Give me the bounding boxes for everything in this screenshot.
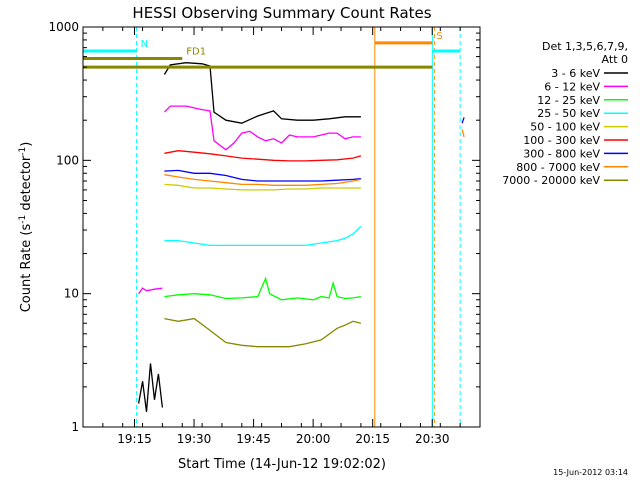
legend-label: 25 - 50 keV [537, 107, 600, 120]
x-tick-label: 20:15 [355, 432, 390, 446]
y-axis-label: Count Rate (s-1 detector-1) [18, 142, 34, 313]
x-tick-label: 19:30 [177, 432, 212, 446]
series-line [137, 363, 164, 412]
x-axis-label: Start Time (14-Jun-12 19:02:02) [178, 457, 386, 472]
series-line [164, 225, 362, 247]
legend-label: 6 - 12 keV [544, 80, 600, 93]
y-tick-label: 1 [71, 420, 79, 434]
series-line [164, 150, 362, 162]
series-line [163, 105, 361, 151]
legend-label: 12 - 25 keV [537, 94, 600, 107]
y-tick-label: 10 [64, 287, 79, 301]
legend-header-1: Det 1,3,5,6,7,9, [542, 40, 628, 53]
legend-label: 50 - 100 keV [530, 121, 600, 134]
series-line [164, 174, 362, 186]
legend-label: 3 - 6 keV [551, 67, 600, 80]
x-tick-label: 20:30 [415, 432, 450, 446]
series-line [163, 62, 361, 124]
footer-timestamp: 15-Jun-2012 03:14 [553, 468, 628, 477]
marker-label: N [141, 39, 148, 50]
legend-label: 300 - 800 keV [523, 147, 600, 160]
y-tick-label: 100 [56, 153, 79, 167]
series-line [164, 317, 362, 348]
series-line [138, 287, 163, 295]
series-line [461, 117, 465, 124]
series-line [164, 276, 362, 301]
y-axis: 1 10 100 1000 [48, 20, 480, 434]
legend-header-2: Att 0 [602, 53, 628, 66]
chart-title: HESSI Observing Summary Count Rates [132, 4, 431, 22]
legend-label: 800 - 7000 keV [516, 161, 600, 174]
x-tick-label: 19:15 [117, 432, 152, 446]
marker-label: FD1 [186, 47, 206, 58]
series-line [164, 169, 361, 182]
legend-label: 100 - 300 keV [523, 134, 600, 147]
x-axis: 19:15 19:30 19:45 20:00 20:15 20:30 [82, 27, 481, 446]
series-layer [137, 62, 465, 412]
legend-label: 7000 - 20000 keV [502, 174, 600, 187]
series-line [461, 129, 465, 138]
markers-layer: N FD1 S [83, 31, 461, 69]
x-tick-label: 19:45 [236, 432, 271, 446]
series-line [164, 183, 361, 191]
y-tick-label: 1000 [48, 20, 79, 34]
marker-label: S [436, 31, 442, 42]
vertical-lines [136, 27, 461, 427]
x-tick-label: 20:00 [296, 432, 331, 446]
